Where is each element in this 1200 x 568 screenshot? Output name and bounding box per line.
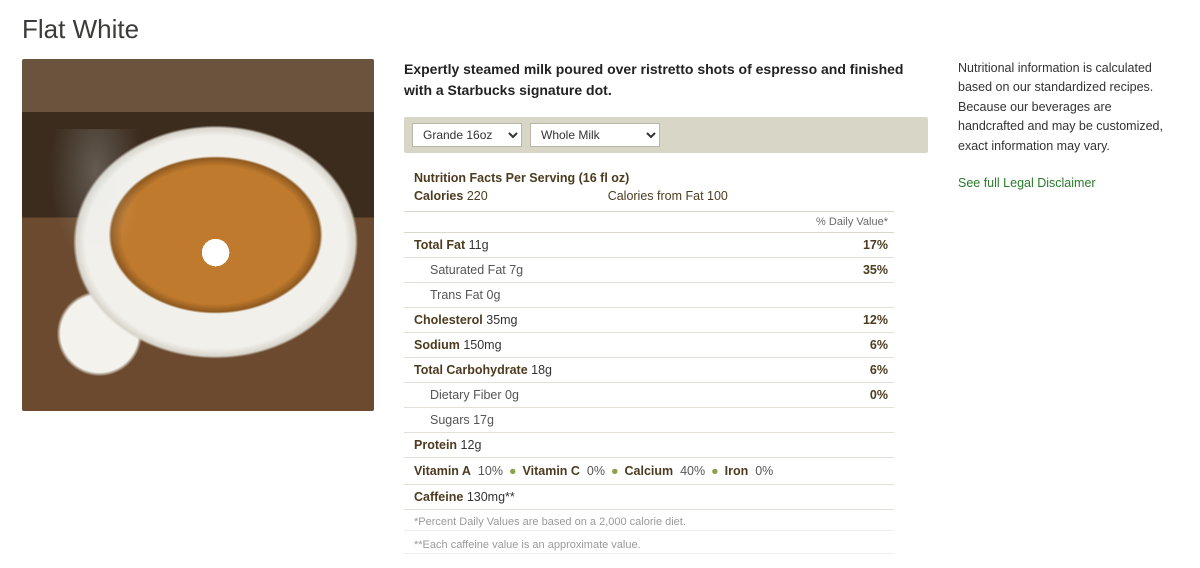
footnote-dv: *Percent Daily Values are based on a 2,0… [404,510,894,531]
options-bar: Short 8ozTall 12ozGrande 16ozVenti 20oz … [404,117,928,153]
nutrition-row: Trans Fat 0g [404,283,894,308]
caffeine-row: Caffeine 130mg** [404,485,894,510]
nutrition-row: Saturated Fat 7g35% [404,258,894,283]
nutrition-disclaimer: Nutritional information is calculated ba… [958,59,1178,156]
product-image [22,59,374,411]
nutrition-facts: Nutrition Facts Per Serving (16 fl oz) C… [404,163,894,554]
serving-header: Nutrition Facts Per Serving (16 fl oz) [404,163,894,187]
milk-select[interactable]: Nonfat Milk2% MilkWhole MilkSoy [530,123,660,147]
nutrition-row: Total Fat 11g17% [404,233,894,258]
caffeine-amount: 130mg** [467,490,515,504]
dv-header: % Daily Value* [404,212,894,233]
nutrition-row: Dietary Fiber 0g0% [404,383,894,408]
nutrition-row: Cholesterol 35mg12% [404,308,894,333]
calories-row: Calories 220 Calories from Fat 100 [404,187,894,212]
calories-label: Calories [414,189,463,203]
calories-from-fat-value: 100 [707,189,728,203]
caffeine-name: Caffeine [414,490,463,504]
calories-value: 220 [467,189,488,203]
product-description: Expertly steamed milk poured over ristre… [404,59,928,101]
size-select[interactable]: Short 8ozTall 12ozGrande 16ozVenti 20oz [412,123,522,147]
footnote-caffeine: **Each caffeine value is an approximate … [404,531,894,554]
page-title: Flat White [22,14,1178,45]
nutrition-row: Sugars 17g [404,408,894,433]
nutrition-row: Total Carbohydrate 18g6% [404,358,894,383]
micronutrients-row: Vitamin A 10%●Vitamin C 0%●Calcium 40%●I… [404,458,894,485]
legal-disclaimer-link[interactable]: See full Legal Disclaimer [958,176,1096,190]
nutrition-row: Sodium 150mg6% [404,333,894,358]
calories-from-fat-label: Calories from Fat [608,189,704,203]
nutrition-row: Protein 12g [404,433,894,458]
